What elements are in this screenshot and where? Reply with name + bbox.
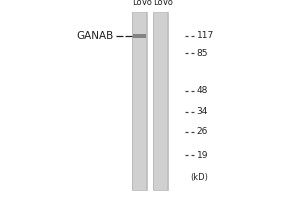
Bar <box>132 12 147 190</box>
Bar <box>153 12 154 190</box>
Bar <box>132 12 133 190</box>
Text: 85: 85 <box>196 48 208 58</box>
Text: GANAB: GANAB <box>77 31 114 41</box>
Bar <box>133 34 146 38</box>
Text: LoVo: LoVo <box>154 0 173 7</box>
Text: 26: 26 <box>196 128 208 136</box>
Text: 117: 117 <box>196 31 214 40</box>
Text: (kD): (kD) <box>190 173 208 182</box>
Text: 48: 48 <box>196 86 208 95</box>
Text: 19: 19 <box>196 150 208 160</box>
Bar <box>153 12 168 190</box>
Bar <box>146 12 147 190</box>
Text: 34: 34 <box>196 108 208 116</box>
Text: LoVo: LoVo <box>133 0 152 7</box>
Bar <box>167 12 168 190</box>
